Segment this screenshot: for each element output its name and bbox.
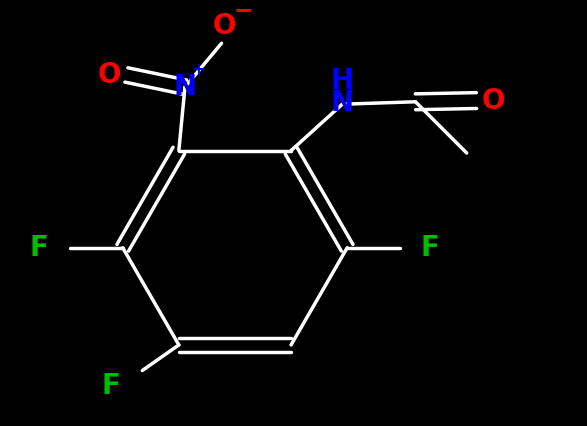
Text: F: F — [101, 372, 120, 400]
Text: H: H — [330, 67, 354, 95]
Text: −: − — [234, 0, 254, 22]
Text: N: N — [330, 89, 354, 117]
Text: +: + — [191, 61, 205, 79]
Text: O: O — [212, 12, 236, 40]
Text: O: O — [97, 61, 121, 89]
Text: F: F — [421, 234, 440, 262]
Text: O: O — [482, 86, 505, 115]
Text: N: N — [173, 73, 197, 101]
Text: F: F — [29, 234, 48, 262]
